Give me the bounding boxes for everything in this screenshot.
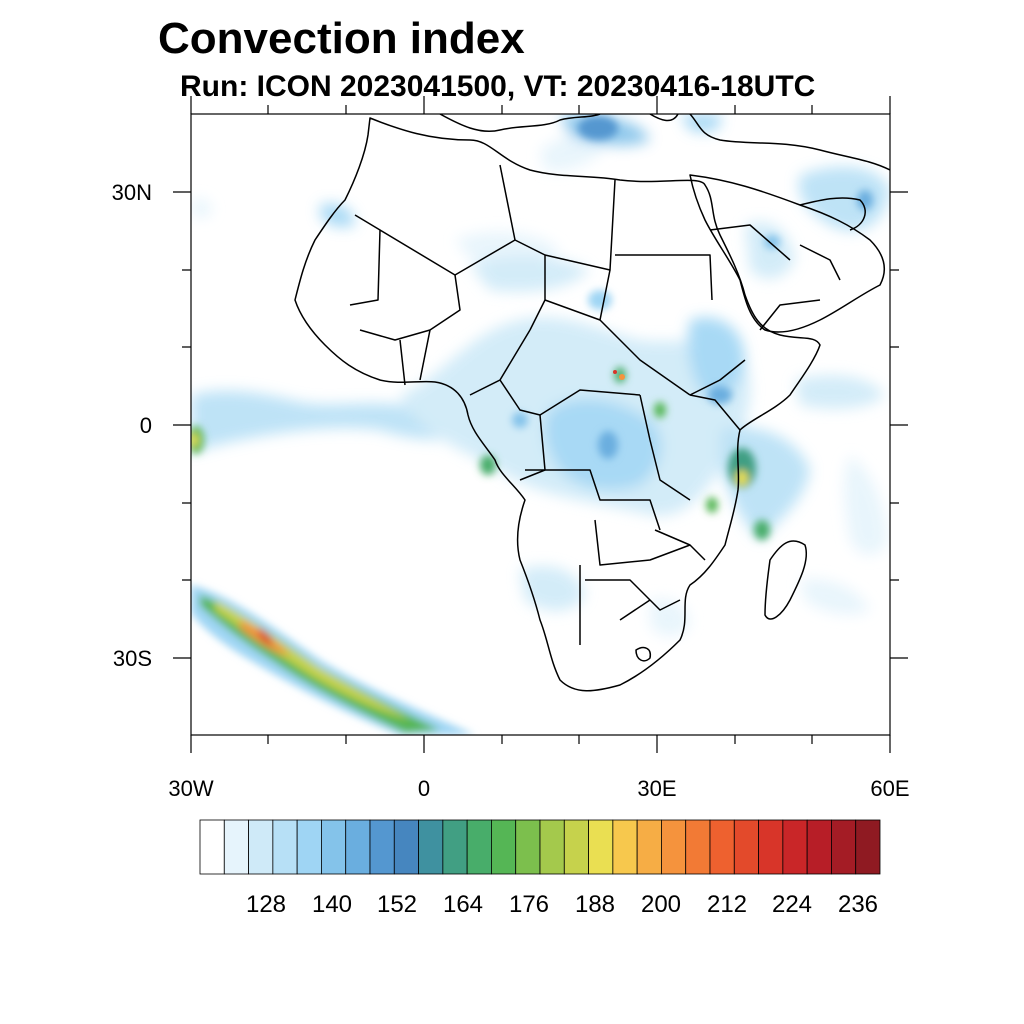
colorbar-swatch	[588, 819, 614, 875]
colorbar-swatch	[369, 819, 395, 875]
colorbar-swatch	[855, 819, 881, 875]
colorbar-swatch	[223, 819, 249, 875]
map-title: Convection index	[158, 14, 525, 63]
colorbar-swatch	[466, 819, 492, 875]
lat-label: 30N	[112, 180, 152, 205]
colorbar-label: 224	[772, 891, 812, 918]
colorbar	[199, 819, 881, 875]
lon-label: 0	[418, 776, 430, 801]
colorbar-label: 200	[641, 891, 681, 918]
colorbar-swatch	[733, 819, 759, 875]
colorbar-swatch	[539, 819, 565, 875]
lat-label: 30S	[113, 646, 152, 671]
colorbar-label: 176	[509, 891, 549, 918]
colorbar-swatch	[709, 819, 735, 875]
longitude-labels: 30W 0 30E 60E	[168, 776, 909, 801]
colorbar-swatch	[806, 819, 832, 875]
colorbar-swatch	[563, 819, 589, 875]
convection-shading	[191, 114, 890, 735]
colorbar-label: 236	[838, 891, 878, 918]
latitude-labels: 30N 0 30S	[112, 180, 152, 671]
lon-label: 30W	[168, 776, 213, 801]
colorbar-swatch	[296, 819, 322, 875]
colorbar-label: 140	[312, 891, 352, 918]
colorbar-swatch	[491, 819, 517, 875]
colorbar-label: 152	[377, 891, 417, 918]
colorbar-swatch	[831, 819, 857, 875]
colorbar-swatch	[685, 819, 711, 875]
lat-label: 0	[140, 413, 152, 438]
colorbar-swatch	[661, 819, 687, 875]
colorbar-swatch	[272, 819, 298, 875]
colorbar-swatch	[321, 819, 347, 875]
colorbar-swatch	[442, 819, 468, 875]
colorbar-swatch	[782, 819, 808, 875]
lon-label: 60E	[870, 776, 909, 801]
colorbar-label: 212	[707, 891, 747, 918]
colorbar-swatch	[636, 819, 662, 875]
lon-label: 30E	[637, 776, 676, 801]
colorbar-labels: 128 140 152 164 176 188 200 212 224 236	[246, 891, 878, 918]
colorbar-label: 188	[575, 891, 615, 918]
colorbar-swatch	[758, 819, 784, 875]
colorbar-swatch	[199, 819, 225, 875]
colorbar-swatch	[418, 819, 444, 875]
axis-ticks	[173, 96, 908, 753]
colorbar-label: 164	[443, 891, 483, 918]
colorbar-swatch	[248, 819, 274, 875]
colorbar-label: 128	[246, 891, 286, 918]
map-subtitle: Run: ICON 2023041500, VT: 20230416-18UTC	[180, 70, 816, 103]
colorbar-swatch	[612, 819, 638, 875]
colorbar-swatch	[345, 819, 371, 875]
colorbar-swatch	[515, 819, 541, 875]
coastlines-and-borders	[294, 114, 890, 692]
colorbar-swatch	[393, 819, 419, 875]
